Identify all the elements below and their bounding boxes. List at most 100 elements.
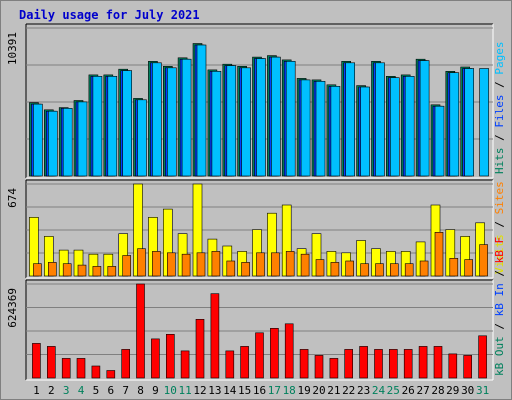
legend-bottom: kB Out / kB In / kB F [493,237,506,376]
bar-sites [196,252,206,277]
x-tick-label: 6 [107,384,114,397]
bar-sites [315,259,325,277]
bar-sites [47,262,57,277]
bar-pages [196,44,207,177]
bar-kb-f [61,358,71,379]
x-tick-label: 29 [446,384,459,397]
bar-pages [241,67,251,177]
bar-kb-f [255,332,264,379]
x-tick-label: 3 [63,384,70,397]
bar-kb-f [121,349,130,379]
legend-separator: / [493,316,506,336]
bar-pages [449,72,460,177]
bar-kb-f [284,323,294,379]
bar-sites [271,252,280,277]
bar-sites [360,263,369,277]
bar-pages [345,62,356,177]
bar-sites [211,251,221,277]
bar-sites [449,257,459,277]
x-tick-label: 18 [283,384,296,397]
bar-pages [122,70,132,177]
bar-pages [256,58,266,177]
bar-kb-f [76,358,86,379]
legend-entry: Files [493,95,506,128]
bar-pages [47,110,58,177]
x-tick-label: 28 [431,384,444,397]
bar-sites [419,260,429,277]
legend-middle: Visits / Sites [493,181,506,274]
x-tick-label: 12 [193,384,206,397]
legend-top: Hits / Files / Pages [493,42,506,175]
x-tick-label: 8 [137,384,144,397]
panel-middle: 674 Visits / Sites [6,179,506,279]
x-tick-label: 21 [327,384,340,397]
bar-kb-f [388,349,398,379]
bar-sites [479,244,488,277]
panel-top: 10391 Hits / Files / Pages [6,23,506,179]
legend-entry: kB F [493,237,506,264]
bar-kb-f [418,346,428,379]
bar-pages [464,68,475,177]
bar-sites [464,259,474,277]
bar-pages [389,77,400,177]
x-tick-label: 14 [223,384,237,397]
x-tick-label: 31 [476,384,489,397]
bar-sites [33,263,42,277]
x-tick-label: 30 [461,384,474,397]
bar-kb-f [195,318,205,379]
bar-kb-f [374,349,383,379]
bar-sites [62,263,72,277]
bar-pages [479,68,489,177]
x-tick-label: 26 [402,384,415,397]
legend-separator: / [493,214,506,234]
bar-sites [345,260,355,277]
bar-pages [285,60,296,177]
bar-sites [434,232,444,277]
x-tick-label: 27 [416,384,429,397]
bar-pages [419,60,430,177]
bar-kb-f [314,355,324,379]
bar-sites [167,252,176,277]
x-tick-label: 24 [372,384,386,397]
x-tick-label: 1 [33,384,40,397]
x-tick-label: 22 [342,384,355,397]
bar-kb-f [403,349,413,379]
legend-entry: Visits [493,234,506,274]
bar-sites [122,255,131,277]
x-tick-label: 20 [312,384,325,397]
bar-kb-f [463,355,473,379]
bar-kb-f [180,350,190,379]
bar-kb-f [166,333,175,379]
bar-pages [226,65,237,177]
y-max-label: 674 [6,188,19,208]
bar-sites [300,253,310,277]
bar-sites [389,263,399,277]
bar-sites [77,264,87,277]
bar-sites [375,263,384,277]
bar-pages [77,101,88,177]
chart-title: Daily usage for July 2021 [19,8,200,22]
bar-kb-f [344,349,354,379]
x-tick-label: 15 [238,384,251,397]
bar-kb-f [329,358,339,379]
bar-kb-f [478,335,487,379]
bar-sites [256,252,265,277]
legend-entry: kB In [493,283,506,316]
bar-sites [226,260,236,277]
bar-pages [315,81,326,177]
x-tick-label: 13 [208,384,221,397]
bar-pages [92,76,103,177]
bar-kb-f [433,346,443,379]
x-tick-label: 11 [178,384,191,397]
x-tick-label: 23 [357,384,370,397]
bar-sites [107,266,117,277]
x-tick-label: 25 [387,384,400,397]
bar-kb-f [359,346,368,379]
x-tick-label: 7 [122,384,129,397]
bar-pages [330,86,341,177]
bar-kb-f [136,283,145,379]
bar-pages [107,76,118,177]
bar-pages [167,67,177,177]
x-tick-label: 17 [268,384,281,397]
